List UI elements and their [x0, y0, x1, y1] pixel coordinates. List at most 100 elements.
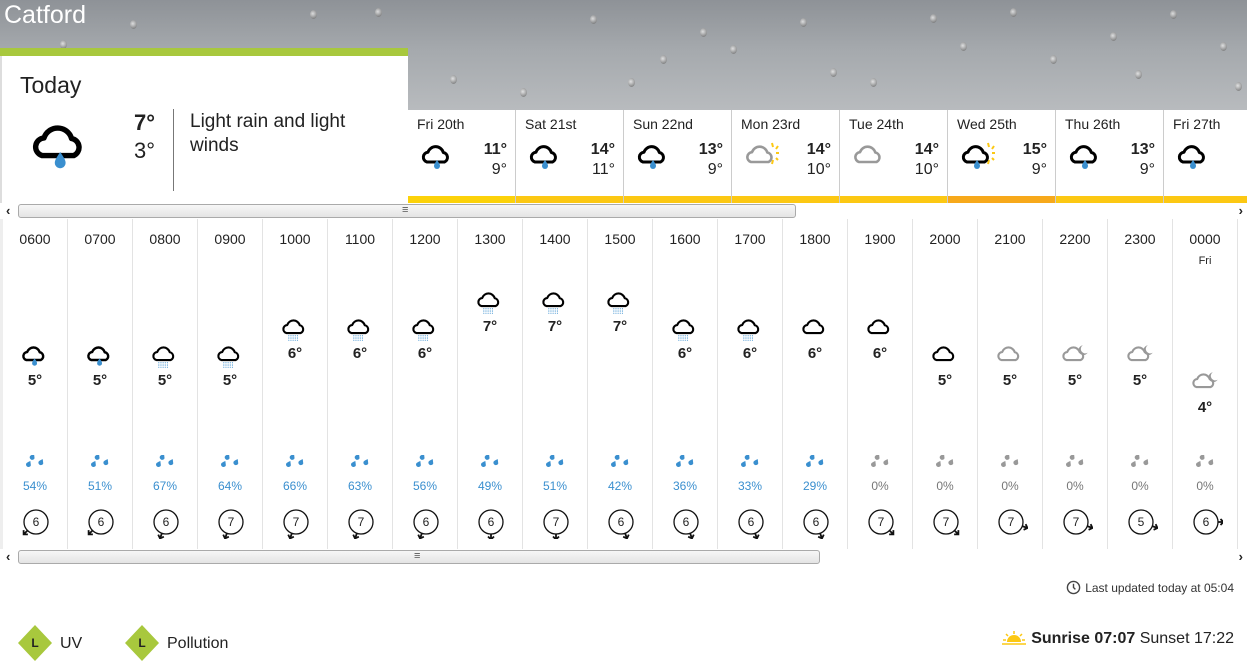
hour-column[interactable]: 2100 5° 0% 7: [978, 219, 1043, 549]
wind-speed: 6: [487, 515, 495, 529]
uv-label[interactable]: UV: [60, 635, 83, 652]
hour-column[interactable]: 2300 5° 0% 5: [1108, 219, 1173, 549]
hour-column[interactable]: 2200 5° 0% 7: [1043, 219, 1108, 549]
hour-column[interactable]: 1500 7° 42% 6: [588, 219, 653, 549]
precip-chance: 67%: [152, 479, 178, 493]
day-tab[interactable]: Tue 24th 14° 10°: [840, 110, 948, 203]
day-date: Thu 26th: [1065, 116, 1121, 132]
hour-column[interactable]: 1900 6° 0% 7: [848, 219, 913, 549]
day-tab[interactable]: Thu 26th 13° 9°: [1056, 110, 1164, 203]
precip-chance: 64%: [217, 479, 243, 493]
hour-temperature: 7°: [547, 318, 563, 335]
day-date: Fri 27th: [1173, 116, 1221, 132]
hour-column[interactable]: 2000 5° 0% 7: [913, 219, 978, 549]
raindrops-icon: [350, 453, 372, 476]
hour-column[interactable]: 0600 5° 54% 6: [3, 219, 68, 549]
hour-column[interactable]: 0000 Fri 4° 0% 6: [1173, 219, 1238, 549]
wind-speed: 7: [292, 515, 300, 529]
hour-column[interactable]: 1700 6° 33% 6: [718, 219, 783, 549]
raindrop-decoration: [1050, 55, 1057, 64]
day-date: Fri 20th: [417, 116, 465, 132]
wind-indicator: 6: [1193, 509, 1223, 535]
day-tab[interactable]: Fri 20th 11° 9°: [408, 110, 516, 203]
wind-arrow-icon: [687, 532, 695, 539]
hour-temperature: 7°: [612, 318, 628, 335]
day-low: 10°: [914, 161, 939, 178]
pollution-label[interactable]: Pollution: [167, 635, 229, 652]
hour-column[interactable]: 1400 7° 51% 7: [523, 219, 588, 549]
scroll-left-icon[interactable]: ‹: [6, 203, 11, 218]
day-low: 11°: [591, 161, 615, 178]
light-rain-sun-icon: [958, 140, 998, 177]
hour-temperature: 6°: [352, 345, 368, 362]
scroll-right-icon[interactable]: ›: [1238, 203, 1243, 218]
day-high: 13°: [1130, 141, 1155, 158]
hour-temperature: 6°: [287, 345, 303, 362]
raindrops-icon: [480, 453, 502, 476]
raindrop-decoration: [1220, 42, 1227, 51]
hour-column[interactable]: 0800 5° 67% 6: [133, 219, 198, 549]
wind-arrow-icon: [287, 532, 295, 539]
wind-indicator: 7: [998, 509, 1028, 535]
drizzle-icon: [344, 315, 377, 346]
hour-temperature: 6°: [677, 345, 693, 362]
wind-arrow-icon: [1151, 523, 1158, 531]
hour-temperature: 4°: [1197, 399, 1213, 416]
last-updated-text: Last updated today at 05:04: [1085, 581, 1234, 595]
wind-speed: 7: [357, 515, 365, 529]
raindrop-decoration: [660, 55, 667, 64]
scroll-right-icon[interactable]: ›: [1238, 549, 1243, 564]
hourly-scrollbar[interactable]: ‹ ≡ ›: [0, 549, 1247, 565]
day-tab[interactable]: Mon 23rd 14° 10°: [732, 110, 840, 203]
day-high: 14°: [806, 141, 831, 158]
hour-time: 0800: [149, 231, 181, 247]
hour-column[interactable]: 1800 6° 29% 6: [783, 219, 848, 549]
drizzle-icon: [539, 288, 572, 319]
hour-time: 1800: [799, 231, 831, 247]
hour-column[interactable]: 1100 6° 63% 7: [328, 219, 393, 549]
hour-column[interactable]: 1000 6° 66% 7: [263, 219, 328, 549]
today-label: Today: [20, 72, 82, 98]
day-date: Mon 23rd: [741, 116, 801, 132]
wind-arrow-icon: [157, 532, 165, 539]
day-temperature-bar: [516, 196, 623, 203]
day-date: Tue 24th: [849, 116, 904, 132]
location-title: Catford: [4, 1, 86, 29]
precip-chance: 0%: [1066, 479, 1084, 493]
scroll-thumb[interactable]: ≡: [18, 550, 820, 564]
hour-time: 1700: [734, 231, 766, 247]
wind-arrow-icon: [417, 532, 425, 539]
day-low: 9°: [1139, 161, 1155, 178]
hour-column[interactable]: 1200 6° 56% 6: [393, 219, 458, 549]
day-tab[interactable]: Wed 25th 15° 9°: [948, 110, 1056, 203]
today-panel[interactable]: Today 7° 3° Light rain and light winds: [0, 56, 408, 203]
wind-indicator: 7: [218, 509, 244, 539]
raindrop-decoration: [590, 15, 597, 24]
day-tab[interactable]: Fri 27th 1: [1164, 110, 1247, 203]
raindrops-icon: [1000, 453, 1022, 476]
wind-speed: 6: [1202, 515, 1210, 529]
wind-speed: 7: [942, 515, 950, 529]
hour-column[interactable]: 0900 5° 64% 7: [198, 219, 263, 549]
daily-scrollbar[interactable]: ‹ ≡ ›: [0, 203, 1247, 219]
cloud-icon: [929, 342, 962, 373]
uv-badge[interactable]: L: [18, 625, 52, 661]
scroll-left-icon[interactable]: ‹: [6, 549, 11, 564]
day-temperature-bar: [948, 196, 1055, 203]
raindrop-decoration: [1010, 8, 1017, 17]
wind-arrow-icon: [1021, 523, 1028, 531]
day-tab[interactable]: Sun 22nd 13° 9°: [624, 110, 732, 203]
hour-column[interactable]: 1600 6° 36% 6: [653, 219, 718, 549]
partly-cloudy-night-icon: [1189, 369, 1222, 400]
precip-chance: 42%: [607, 479, 633, 493]
pollution-badge[interactable]: L: [125, 625, 159, 661]
scroll-thumb[interactable]: ≡: [18, 204, 796, 218]
hour-time: 1300: [474, 231, 506, 247]
hour-temperature: 6°: [807, 345, 823, 362]
cloud-icon: [799, 315, 832, 346]
day-tab[interactable]: Sat 21st 14° 11°: [516, 110, 624, 203]
hour-column[interactable]: 0700 5° 51% 6: [68, 219, 133, 549]
hour-column[interactable]: 1300 7° 49% 6: [458, 219, 523, 549]
raindrops-icon: [675, 453, 697, 476]
day-temperature-bar: [732, 196, 839, 203]
